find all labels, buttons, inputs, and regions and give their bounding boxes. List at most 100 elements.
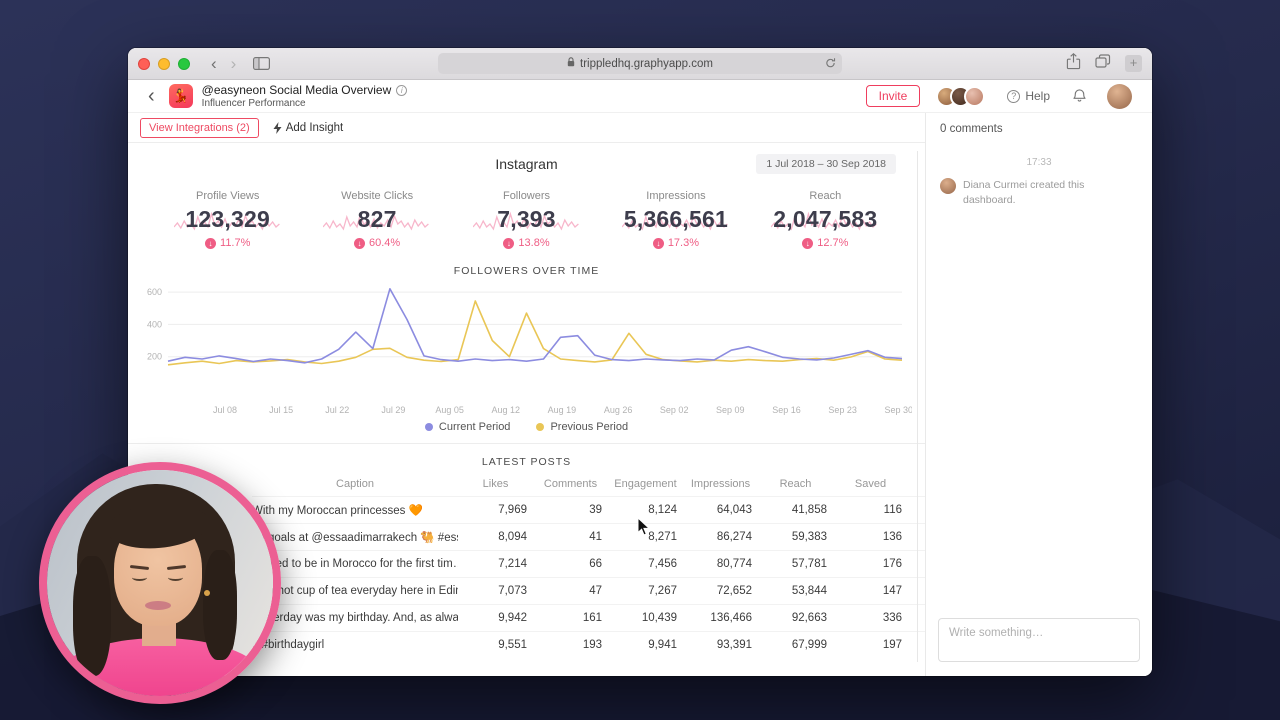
post-caption: 6 #birthdaygirl [252, 639, 325, 651]
post-stat: 161 [582, 612, 602, 624]
scroll-fade [128, 660, 915, 676]
latest-posts-table: Caption Likes Comments Engagement Impression… [252, 476, 925, 658]
post-stat: 92,663 [791, 612, 827, 624]
tab-overview-icon[interactable] [1095, 54, 1111, 73]
post-stat: 136,466 [710, 612, 752, 624]
collaborator-avatars[interactable] [936, 85, 986, 107]
activity-avatar [940, 178, 956, 194]
post-stat: 57,781 [791, 558, 827, 570]
col-header-caption[interactable]: Caption [336, 478, 374, 490]
latest-posts-title: LATEST POSTS [481, 456, 572, 468]
share-icon[interactable] [1066, 52, 1081, 75]
back-nav-icon[interactable]: ‹ [211, 54, 217, 73]
y-tick-label: 600 [147, 287, 162, 297]
metric-change: ↓ 12.7% [751, 237, 900, 249]
zoom-button[interactable] [178, 57, 190, 70]
activity-item: Diana Curmei created this dashboard. [940, 178, 1138, 207]
metric-sparkline [621, 211, 728, 231]
x-tick-label: Sep 02 [660, 405, 689, 415]
metric-website-clicks: Website Clicks 827 ↓ 60.4% [302, 190, 451, 249]
comment-input[interactable] [938, 618, 1140, 662]
table-row[interactable]: excited to be in Morocco for the first t… [252, 550, 925, 577]
metric-label: Website Clicks [341, 190, 414, 202]
metric-impressions: Impressions 5,366,561 ↓ 17.3% [601, 190, 750, 249]
col-header-engagement[interactable]: Engagement [614, 478, 677, 490]
dashboard-main: View Integrations (2) Add Insight Instag… [128, 113, 925, 676]
post-stat: 86,274 [716, 531, 752, 543]
back-arrow-icon[interactable]: ‹ [148, 85, 155, 107]
metric-label: Reach [809, 190, 842, 202]
table-row[interactable]: pa goals at @essaadimarrakech 🐫 #essa… 8,… [252, 523, 925, 550]
metric-change: ↓ 11.7% [153, 237, 302, 249]
post-stat: 53,844 [791, 585, 827, 597]
post-stat: 136 [882, 531, 902, 543]
metrics-row: Profile Views 123,329 ↓ 11.7% Website Clicks… [153, 190, 900, 249]
post-stat: 8,124 [648, 504, 677, 516]
metric-sparkline [472, 211, 579, 231]
profile-avatar[interactable] [1107, 83, 1132, 109]
forward-nav-icon[interactable]: › [230, 54, 237, 73]
post-caption: pa goals at @essaadimarrakech 🐫 #essa… [252, 532, 458, 544]
metric-value: 827 [357, 206, 397, 232]
table-row[interactable]: With my Moroccan princesses 🧡 7,969 39 8,12… [252, 496, 925, 523]
post-stat: 116 [883, 504, 902, 516]
table-row[interactable]: 6 #birthdaygirl 9,551 193 9,941 93,391 67,999… [252, 631, 925, 658]
metric-label: Profile Views [196, 190, 260, 202]
post-stat: 47 [589, 585, 602, 597]
legend-label: Current Period [438, 421, 511, 433]
col-header-likes[interactable]: Likes [482, 478, 509, 490]
y-tick-label: 200 [147, 352, 162, 362]
col-header-saved[interactable]: Saved [854, 478, 887, 490]
metric-change-value: 13.8% [518, 237, 550, 249]
page-title: @easyneon Social Media Overview [201, 83, 392, 97]
post-caption: With my Moroccan princesses 🧡 [252, 505, 423, 517]
col-header-impressions[interactable]: Impressions [690, 478, 751, 490]
post-caption: excited to be in Morocco for the first t… [252, 558, 458, 570]
x-tick-label: Sep 23 [828, 405, 857, 415]
post-stat: 176 [882, 558, 902, 570]
comments-count: 0 comments [940, 123, 1003, 135]
browser-titlebar: ‹ › trippledhq.graphyapp.com + [128, 48, 1152, 80]
legend-previous-period[interactable]: Previous Period [536, 421, 628, 433]
post-stat: 39 [589, 504, 602, 516]
date-range-selector[interactable]: 1 Jul 2018 – 30 Sep 2018 [756, 154, 896, 174]
address-bar[interactable]: trippledhq.graphyapp.com [438, 53, 842, 74]
down-arrow-icon: ↓ [802, 237, 814, 249]
help-button[interactable]: ? Help [1007, 89, 1050, 103]
table-header-row: Caption Likes Comments Engagement Impression… [252, 476, 925, 496]
x-tick-label: Jul 22 [325, 405, 349, 415]
post-stat: 7,969 [498, 504, 527, 516]
scrollbar[interactable] [917, 151, 918, 662]
notifications-bell-icon[interactable] [1072, 88, 1087, 104]
close-button[interactable] [138, 57, 150, 70]
url-text: trippledhq.graphyapp.com [580, 57, 713, 70]
view-integrations-button[interactable]: View Integrations (2) [140, 117, 259, 138]
minimize-button[interactable] [158, 57, 170, 70]
x-tick-label: Sep 30 [885, 405, 912, 415]
post-stat: 9,942 [498, 612, 527, 624]
post-stat: 41 [589, 531, 602, 543]
info-icon[interactable]: i [396, 84, 408, 96]
chart-legend: Current Period Previous Period [128, 421, 925, 433]
col-header-reach[interactable]: Reach [779, 478, 812, 490]
avatar[interactable] [964, 85, 986, 107]
table-row[interactable]: ed a hot cup of tea everyday here in Edi… [252, 577, 925, 604]
platform-title: Instagram [495, 156, 558, 172]
followers-over-time-chart: 200 400 600 Jul 08 Jul 15 Jul 22 Jul 29 Aug 05 A… [147, 287, 912, 415]
legend-current-period[interactable]: Current Period [424, 421, 511, 433]
post-stat: 336 [882, 612, 902, 624]
col-header-comments[interactable]: Comments [543, 478, 598, 490]
new-tab-button[interactable]: + [1125, 55, 1142, 72]
metric-profile-views: Profile Views 123,329 ↓ 11.7% [153, 190, 302, 249]
down-arrow-icon: ↓ [205, 237, 217, 249]
table-row[interactable]: yesterday was my birthday. And, as alwa…… [252, 604, 925, 631]
metric-change: ↓ 17.3% [601, 237, 750, 249]
section-divider [128, 443, 925, 444]
sidebar-toggle-icon[interactable] [253, 57, 271, 70]
x-tick-label: Jul 29 [381, 405, 405, 415]
reload-icon[interactable] [825, 57, 836, 72]
post-stat: 8,094 [498, 531, 527, 543]
invite-button[interactable]: Invite [865, 85, 921, 107]
add-insight-button[interactable]: Add Insight [273, 121, 343, 134]
